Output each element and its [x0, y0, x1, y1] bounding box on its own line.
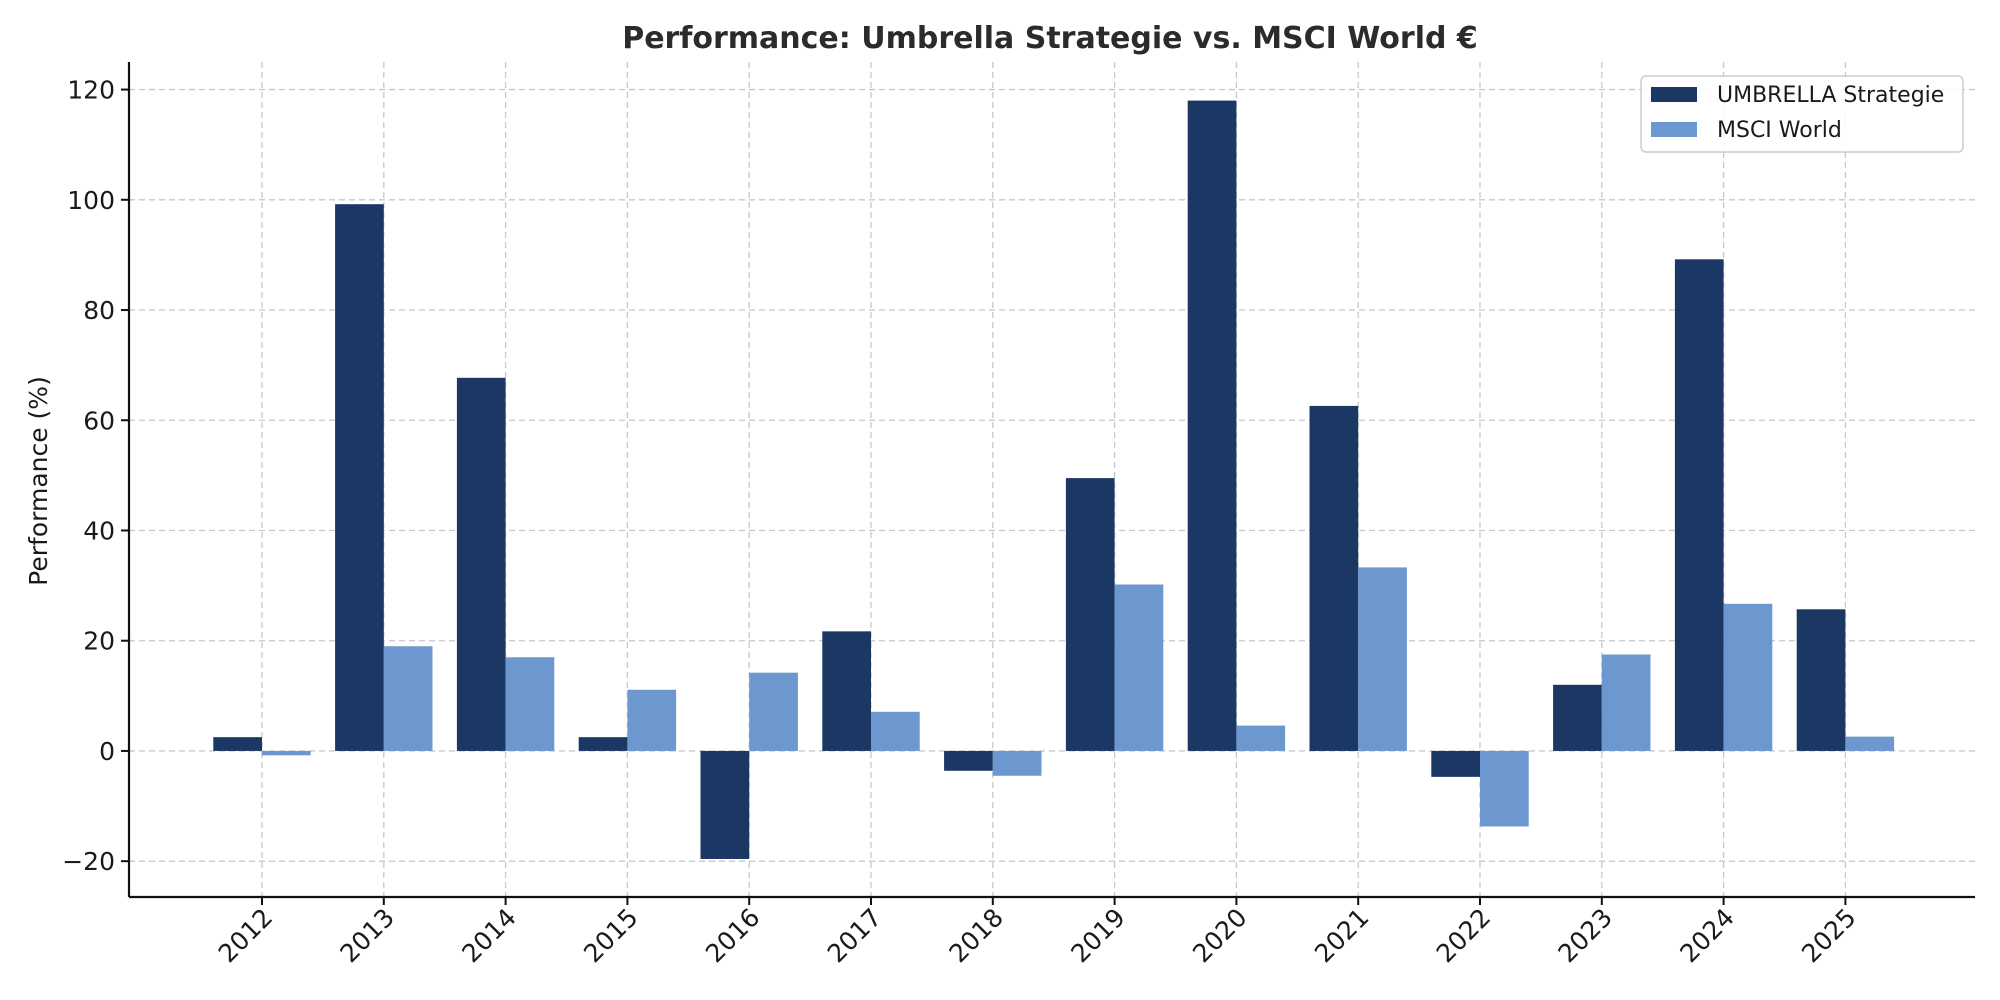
bar-msci-2021	[1358, 567, 1407, 751]
bar-msci-2024	[1723, 603, 1773, 751]
x-tick-label: 2012	[213, 903, 278, 968]
bar-msci-2012	[262, 750, 311, 756]
bar-umbrella-2024	[1674, 259, 1724, 751]
chart-title: Performance: Umbrella Strategie vs. MSCI…	[622, 21, 1478, 56]
bar-msci-2016	[749, 672, 798, 751]
bar-umbrella-2015	[578, 737, 628, 751]
y-tick-label: 60	[83, 406, 115, 435]
bar-umbrella-2013	[335, 204, 384, 751]
x-tick-label: 2025	[1796, 903, 1861, 968]
x-tick-label: 2016	[700, 903, 765, 968]
bar-umbrella-2020	[1187, 100, 1237, 751]
y-axis-label: Performance (%)	[24, 376, 53, 586]
bar-msci-2013	[383, 646, 433, 751]
y-tick-label: −20	[62, 847, 115, 876]
legend: UMBRELLA Strategie MSCI World	[1640, 75, 1964, 153]
x-tick-label: 2018	[944, 903, 1009, 968]
x-tick-label: 2019	[1065, 903, 1130, 968]
bar-umbrella-2025	[1796, 609, 1846, 751]
y-tick-label: 80	[83, 296, 115, 325]
bar-msci-2017	[871, 711, 920, 751]
bar-umbrella-2021	[1309, 405, 1359, 751]
y-tick-label: 120	[67, 76, 115, 105]
bar-msci-2022	[1480, 750, 1529, 827]
legend-frame	[1640, 75, 1964, 153]
axes	[127, 62, 1975, 899]
bar-umbrella-2019	[1065, 478, 1115, 751]
y-tick-label: 100	[67, 186, 115, 215]
bar-umbrella-2012	[213, 737, 262, 751]
bar-msci-2025	[1845, 736, 1895, 751]
x-tick-label: 2020	[1187, 903, 1252, 968]
legend-swatch-msci	[1651, 122, 1697, 137]
x-tick-label: 2023	[1553, 903, 1618, 968]
legend-label-umbrella: UMBRELLA Strategie	[1717, 83, 1944, 108]
legend-label-msci: MSCI World	[1717, 118, 1842, 143]
y-tick-label: 20	[83, 627, 115, 656]
bar-msci-2014	[505, 657, 555, 751]
bar-msci-2019	[1114, 584, 1164, 751]
x-tick-label: 2013	[335, 903, 400, 968]
bar-umbrella-2016	[700, 750, 750, 859]
bar-umbrella-2018	[944, 750, 993, 771]
x-tick-label: 2015	[578, 903, 643, 968]
bar-umbrella-2022	[1431, 750, 1480, 777]
y-axis-ticks: −20 0 20 40 60 80 100 120	[62, 76, 129, 876]
bar-umbrella-2014	[456, 377, 506, 751]
x-tick-label: 2024	[1674, 903, 1739, 968]
legend-swatch-umbrella	[1651, 87, 1697, 102]
bar-umbrella-2023	[1553, 684, 1602, 751]
x-tick-label: 2021	[1309, 903, 1374, 968]
bar-msci-2023	[1601, 654, 1651, 751]
x-axis-ticks: 2012 2013 2014 2015 2016 2017 2018 2019 2020 2021…	[213, 897, 1862, 968]
x-tick-label: 2022	[1431, 903, 1496, 968]
bars	[213, 100, 1895, 859]
y-tick-label: 0	[99, 737, 115, 766]
x-tick-label: 2017	[822, 903, 887, 968]
bar-msci-2020	[1236, 725, 1286, 751]
x-tick-label: 2014	[456, 903, 521, 968]
bar-msci-2018	[992, 750, 1042, 776]
bar-umbrella-2017	[822, 631, 871, 751]
bar-msci-2015	[627, 689, 677, 751]
y-tick-label: 40	[83, 516, 115, 545]
